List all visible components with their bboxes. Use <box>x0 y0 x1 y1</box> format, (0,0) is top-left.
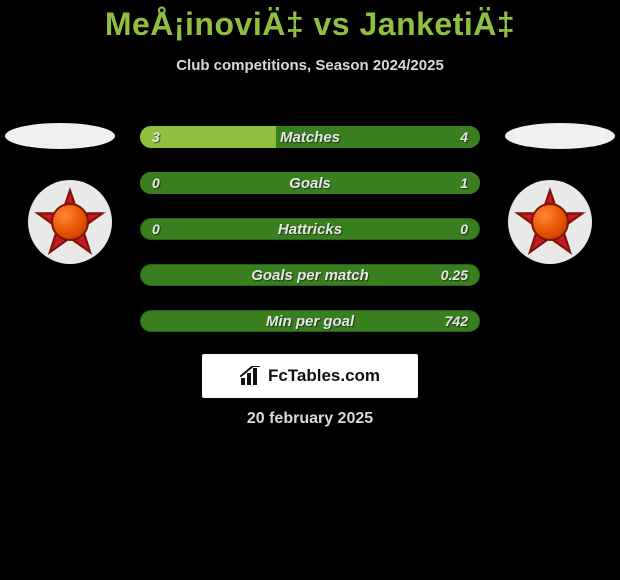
stat-bars: Matches34Goals01Hattricks00Goals per mat… <box>140 126 480 356</box>
stat-value-left: 3 <box>152 126 160 148</box>
bars-icon <box>240 366 262 386</box>
stat-value-left: 0 <box>152 172 160 194</box>
comparison-subtitle: Club competitions, Season 2024/2025 <box>0 57 620 74</box>
comparison-date: 20 february 2025 <box>0 410 620 428</box>
stat-label: Goals <box>140 172 480 194</box>
stat-value-right: 1 <box>460 172 468 194</box>
badge-core <box>531 203 569 241</box>
stat-row: Goals0 1 <box>140 172 480 194</box>
comparison-title: MeÅ¡inoviÄ‡ vs JanketiÄ‡ <box>0 6 620 43</box>
stat-label: Hattricks <box>140 218 480 240</box>
left-club-badge <box>28 180 112 264</box>
stat-label: Goals per match <box>140 264 480 286</box>
right-player-oval <box>505 123 615 149</box>
fctables-branding: FcTables.com <box>202 354 418 398</box>
stat-row: Matches3 4 <box>140 126 480 148</box>
stat-value-right: 0.25 <box>441 264 468 286</box>
stat-value-right: 742 <box>445 310 468 332</box>
stat-label: Matches <box>140 126 480 148</box>
stat-row: Goals per match0.25 <box>140 264 480 286</box>
stat-row: Hattricks0 0 <box>140 218 480 240</box>
right-club-badge <box>508 180 592 264</box>
left-player-oval <box>5 123 115 149</box>
branding-text: FcTables.com <box>268 366 380 386</box>
badge-core <box>51 203 89 241</box>
stat-value-left: 0 <box>152 218 160 240</box>
stat-value-right: 4 <box>460 126 468 148</box>
stat-value-right: 0 <box>460 218 468 240</box>
stat-row: Min per goal742 <box>140 310 480 332</box>
stat-label: Min per goal <box>140 310 480 332</box>
